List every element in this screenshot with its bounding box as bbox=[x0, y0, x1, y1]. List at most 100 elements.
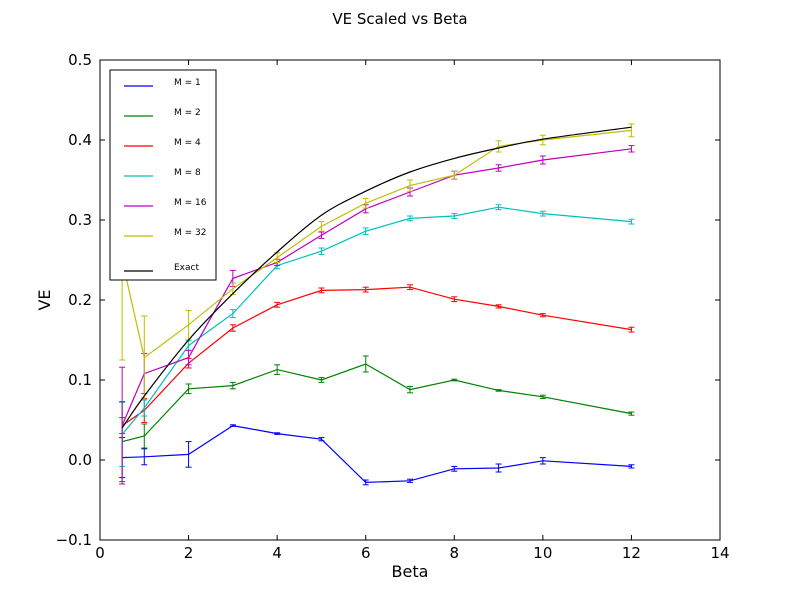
legend-item: M = 16 bbox=[124, 198, 207, 208]
error-bar bbox=[274, 432, 281, 435]
error-bar bbox=[495, 463, 502, 473]
error-bar bbox=[407, 284, 413, 291]
error-bar bbox=[185, 383, 192, 395]
error-bar bbox=[141, 423, 148, 449]
error-bar bbox=[628, 145, 635, 153]
error-bar bbox=[318, 231, 325, 239]
error-bar bbox=[451, 296, 458, 303]
error-bar bbox=[539, 457, 546, 465]
error-bar bbox=[539, 313, 546, 318]
error-bar bbox=[451, 465, 458, 472]
y-tick-label: 0.0 bbox=[68, 451, 92, 469]
error-bar bbox=[495, 140, 502, 153]
error-bar bbox=[318, 287, 325, 294]
error-bar bbox=[229, 324, 236, 332]
error-bar bbox=[495, 164, 502, 172]
legend-label: M = 4 bbox=[174, 138, 201, 148]
error-bar bbox=[407, 179, 413, 192]
y-tick-label: 0.1 bbox=[68, 371, 92, 389]
error-bar bbox=[229, 424, 236, 427]
error-bar bbox=[362, 227, 369, 235]
error-bar bbox=[495, 304, 502, 309]
legend-label: Exact bbox=[174, 263, 199, 273]
error-bar bbox=[141, 315, 148, 400]
error-bar bbox=[451, 170, 458, 180]
error-bar bbox=[628, 123, 635, 138]
error-bar bbox=[318, 437, 325, 442]
legend-box bbox=[109, 69, 217, 281]
error-bar bbox=[229, 282, 236, 295]
error-bar bbox=[119, 366, 126, 485]
legend: M = 1 M = 2 M = 4 M = 8 M = 16 M = 32 Exact bbox=[109, 69, 217, 281]
legend-item: M = 2 bbox=[124, 108, 201, 118]
error-bar bbox=[539, 210, 546, 217]
plot-area bbox=[119, 123, 635, 486]
error-bar bbox=[274, 364, 281, 375]
error-bar bbox=[451, 213, 458, 219]
series-line-0 bbox=[122, 424, 632, 484]
y-tick-label: 0.2 bbox=[68, 291, 92, 309]
x-tick-label: 8 bbox=[450, 544, 460, 562]
legend-item: M = 1 bbox=[124, 78, 201, 88]
legend-label: M = 8 bbox=[174, 168, 201, 178]
x-tick-label: 12 bbox=[622, 544, 641, 562]
legend-item: M = 8 bbox=[124, 168, 201, 178]
legend-item: M = 32 bbox=[124, 228, 206, 238]
error-bar bbox=[628, 326, 635, 333]
x-tick-label: 6 bbox=[361, 544, 371, 562]
legend-label: M = 16 bbox=[174, 198, 207, 208]
y-tick-label: 0.3 bbox=[68, 211, 92, 229]
series-6 bbox=[121, 126, 632, 429]
y-tick-label: 0.5 bbox=[68, 51, 92, 69]
x-axis-label: Beta bbox=[392, 562, 429, 581]
error-bar bbox=[539, 394, 546, 399]
error-bar bbox=[318, 377, 325, 383]
series-1 bbox=[119, 355, 635, 483]
legend-label: M = 32 bbox=[174, 228, 206, 238]
error-bar bbox=[362, 197, 369, 209]
error-bar bbox=[451, 378, 458, 382]
error-bar bbox=[229, 309, 236, 319]
error-bar bbox=[185, 441, 192, 468]
error-bar bbox=[362, 479, 369, 486]
error-bar bbox=[274, 301, 281, 308]
error-bar bbox=[362, 286, 369, 293]
legend-label: M = 1 bbox=[174, 78, 201, 88]
error-bar bbox=[628, 411, 635, 416]
y-tick-label: −0.1 bbox=[56, 531, 92, 549]
error-bar bbox=[407, 478, 413, 483]
error-bar bbox=[539, 155, 546, 165]
error-bar bbox=[185, 309, 192, 340]
error-bar bbox=[628, 218, 635, 225]
error-bar bbox=[362, 355, 369, 373]
y-tick-label: 0.4 bbox=[68, 131, 92, 149]
series-line-6 bbox=[121, 126, 632, 429]
chart-title: VE Scaled vs Beta bbox=[332, 10, 467, 28]
error-bar bbox=[495, 389, 502, 392]
error-bar bbox=[318, 221, 325, 232]
y-axis-label: VE bbox=[35, 289, 54, 310]
x-tick-label: 0 bbox=[95, 544, 105, 562]
error-bar bbox=[495, 204, 502, 211]
series-line-2 bbox=[121, 286, 632, 427]
series-line-5 bbox=[121, 129, 632, 359]
error-bar bbox=[229, 381, 236, 390]
error-bar bbox=[141, 399, 148, 417]
axes: 0 2 4 6 8 10 12 14 −0.1 0.0 0.1 0.2 0.3 0.4 0.5 bbox=[56, 51, 730, 562]
series-2 bbox=[119, 284, 635, 435]
error-bar bbox=[539, 134, 546, 146]
legend-item: M = 4 bbox=[124, 138, 201, 148]
error-bar bbox=[318, 247, 325, 255]
x-tick-label: 4 bbox=[272, 544, 282, 562]
legend-item: Exact bbox=[124, 263, 199, 273]
series-line-3 bbox=[121, 206, 632, 435]
error-bar bbox=[628, 464, 635, 469]
error-bar bbox=[185, 349, 192, 366]
legend-label: M = 2 bbox=[174, 108, 201, 118]
x-tick-label: 2 bbox=[184, 544, 194, 562]
series-line-1 bbox=[121, 363, 632, 443]
series-0 bbox=[119, 424, 635, 486]
series-line-4 bbox=[121, 148, 632, 426]
error-bar bbox=[141, 448, 148, 466]
